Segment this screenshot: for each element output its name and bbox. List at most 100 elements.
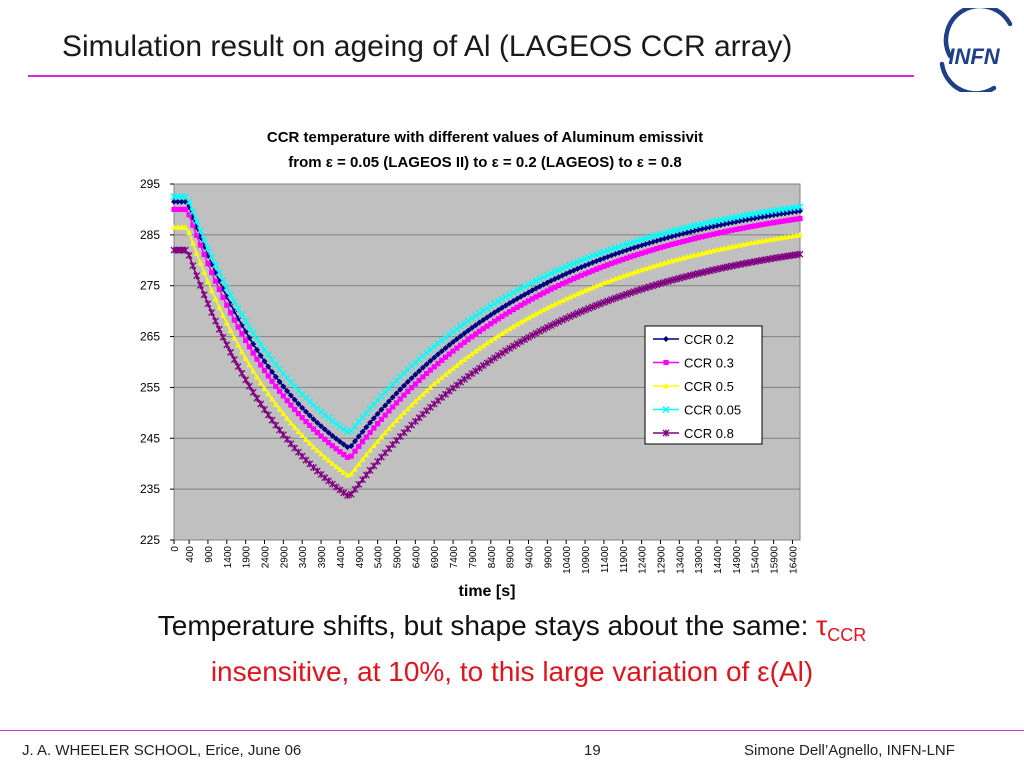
x-axis-label: time [s] — [459, 583, 516, 600]
data-point — [536, 275, 544, 283]
data-point — [446, 351, 452, 357]
infn-logo: INFN — [939, 8, 1013, 92]
data-point — [532, 277, 540, 285]
caption-line-1-text: Temperature shifts, but shape stays abou… — [157, 610, 817, 641]
x-tick-label: 12400 — [638, 546, 649, 574]
data-point — [438, 374, 445, 381]
data-point — [431, 381, 438, 387]
data-point — [243, 337, 249, 344]
data-point — [510, 323, 517, 329]
page-number: 19 — [584, 742, 601, 759]
data-point — [404, 378, 411, 385]
data-point — [397, 386, 404, 393]
data-point — [291, 424, 298, 430]
data-point — [423, 361, 430, 368]
data-point — [566, 261, 574, 269]
data-point — [442, 354, 449, 360]
data-point — [646, 248, 652, 254]
data-point — [491, 309, 498, 316]
data-point — [257, 379, 264, 386]
data-point — [367, 447, 374, 453]
data-point — [748, 224, 754, 230]
data-point — [347, 490, 355, 498]
data-point — [551, 301, 558, 307]
tau-subscript: CCR — [827, 625, 867, 645]
data-point — [223, 341, 231, 349]
data-point — [767, 220, 773, 226]
data-point — [340, 489, 348, 497]
data-point — [457, 322, 465, 330]
data-point — [389, 421, 396, 427]
data-point — [242, 355, 249, 361]
data-point — [562, 263, 570, 271]
caption-line-1: Temperature shifts, but shape stays abou… — [0, 610, 1024, 646]
data-point — [299, 415, 305, 421]
data-point — [209, 269, 215, 276]
data-point — [663, 359, 669, 366]
legend-item: CCR 0.05 — [653, 403, 741, 418]
data-point — [491, 318, 498, 324]
data-point — [284, 398, 290, 404]
data-point — [427, 367, 434, 373]
data-point — [600, 248, 608, 256]
data-point — [223, 320, 230, 326]
data-point — [257, 340, 265, 348]
data-point — [190, 222, 196, 228]
y-tick-label: 295 — [140, 177, 160, 191]
data-point — [321, 454, 328, 460]
data-point — [200, 291, 208, 299]
data-point — [412, 381, 418, 387]
data-point — [729, 227, 735, 233]
data-point — [721, 229, 728, 235]
data-point — [714, 230, 720, 237]
data-point — [536, 327, 544, 335]
data-point — [386, 408, 392, 414]
data-point — [178, 206, 185, 213]
data-point — [793, 216, 799, 222]
x-tick-label: 9900 — [543, 546, 554, 569]
data-point — [484, 340, 490, 346]
x-tick-label: 10900 — [581, 546, 592, 574]
data-point — [475, 364, 483, 372]
data-point — [416, 368, 423, 375]
series-ccr-0.8 — [170, 246, 804, 499]
data-point — [589, 252, 597, 260]
data-point — [212, 317, 219, 325]
data-point — [363, 424, 370, 431]
series-ccr-0.5 — [171, 224, 803, 478]
data-point — [295, 400, 302, 407]
data-point — [483, 359, 491, 367]
data-point — [321, 426, 328, 433]
data-point — [287, 392, 294, 399]
data-point — [495, 332, 502, 339]
data-point — [582, 271, 588, 277]
data-point — [280, 383, 287, 390]
data-point — [450, 348, 456, 354]
data-point — [393, 390, 400, 397]
caption-line-2-text: insensitive, at 10%, to this large varia… — [210, 656, 758, 687]
data-point — [389, 394, 396, 401]
data-point — [473, 331, 479, 337]
data-point — [326, 440, 332, 446]
data-point — [521, 316, 528, 323]
data-point — [453, 325, 461, 333]
data-point — [310, 426, 317, 432]
data-point — [547, 269, 555, 277]
data-point — [446, 368, 453, 374]
data-point — [454, 345, 460, 351]
data-point — [611, 244, 619, 252]
data-point — [434, 351, 441, 358]
data-point — [227, 327, 234, 334]
data-point — [657, 244, 664, 251]
data-point — [494, 297, 502, 305]
data-point — [245, 323, 253, 331]
data-point — [370, 415, 377, 422]
data-point — [265, 373, 271, 379]
x-tick-label: 2400 — [261, 546, 272, 569]
data-point — [763, 221, 769, 227]
data-point — [499, 330, 506, 336]
data-point — [238, 311, 246, 319]
data-point — [506, 325, 513, 332]
data-point — [336, 466, 343, 473]
data-point — [472, 322, 479, 329]
